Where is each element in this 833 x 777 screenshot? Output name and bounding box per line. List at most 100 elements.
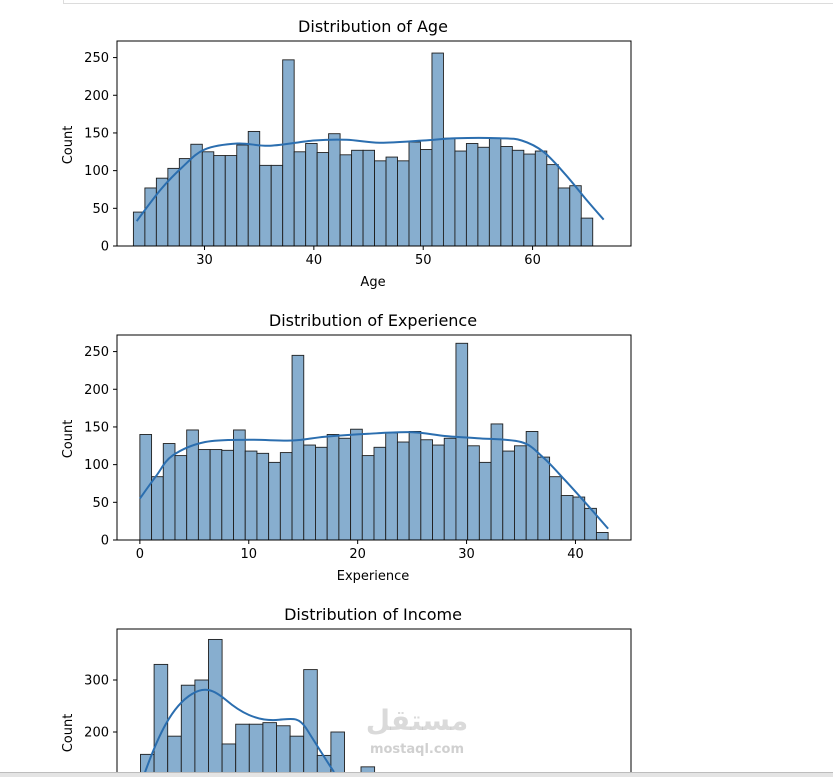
- histogram-bar: [467, 445, 480, 541]
- histogram-bar: [305, 143, 318, 247]
- histogram-bar: [268, 461, 281, 541]
- x-tick-label: 30: [458, 547, 475, 562]
- histogram-bar: [546, 164, 559, 247]
- histogram-bar: [276, 725, 291, 776]
- histogram-bar: [595, 532, 609, 541]
- histogram-bar: [420, 439, 433, 541]
- histogram-bar: [549, 476, 562, 541]
- histogram-bar: [465, 143, 479, 247]
- histogram-bar: [139, 434, 153, 541]
- y-tick-label: 150: [84, 420, 109, 435]
- income-y-axis-label: Count: [61, 714, 76, 753]
- histogram-bar: [303, 444, 316, 541]
- x-tick-label: 20: [349, 547, 366, 562]
- histogram-bar: [580, 217, 594, 247]
- histogram-bar: [233, 429, 246, 541]
- histogram-bar: [373, 446, 387, 541]
- histogram-bar: [502, 450, 515, 541]
- mostaql-watermark: مستقل mostaql.com: [362, 704, 472, 762]
- histogram-bar: [270, 164, 284, 247]
- histogram-bar: [328, 133, 341, 247]
- histogram-bar: [488, 137, 502, 247]
- x-tick-label: 40: [306, 253, 323, 268]
- x-tick-label: 60: [524, 253, 541, 268]
- histogram-bar: [174, 455, 188, 541]
- y-tick-label: 0: [101, 534, 109, 549]
- histogram-bar: [360, 766, 376, 776]
- histogram-bar: [326, 434, 340, 541]
- histogram-bar: [289, 735, 305, 776]
- histogram-bar: [500, 146, 513, 247]
- histogram-bar: [236, 144, 249, 247]
- histogram-bar: [339, 154, 353, 247]
- plot-frame: [116, 334, 632, 541]
- histogram-bar: [572, 496, 586, 541]
- histogram-bar: [153, 663, 169, 776]
- histogram-bar: [259, 164, 272, 247]
- histogram-bar: [442, 137, 456, 247]
- plot-frame: [116, 628, 632, 776]
- histogram-bar: [221, 449, 234, 541]
- x-tick-label: 10: [240, 547, 257, 562]
- histogram-bar: [208, 638, 223, 776]
- histogram-bar: [569, 185, 582, 247]
- experience-chart-title: Distribution of Experience: [269, 311, 477, 330]
- histogram-bar: [537, 456, 551, 541]
- x-tick-label: 30: [196, 253, 213, 268]
- histogram-bar: [190, 143, 203, 247]
- histogram-bar: [557, 187, 571, 247]
- histogram-bar: [560, 495, 574, 541]
- experience-histogram-plot: 0 10 20 30 40 0 50 100 150 200 250: [84, 334, 632, 562]
- y-tick-label: 150: [84, 126, 109, 141]
- histogram-bar: [180, 684, 196, 776]
- histogram-bar: [244, 450, 258, 541]
- histogram-bar: [213, 155, 226, 247]
- histogram-bar: [248, 723, 264, 776]
- histogram-bar: [361, 455, 375, 541]
- histogram-bar: [362, 149, 375, 247]
- histogram-bar: [396, 441, 410, 541]
- y-tick-label: 100: [84, 164, 109, 179]
- income-chart-title: Distribution of Income: [284, 605, 462, 624]
- histogram-bar: [431, 52, 444, 247]
- histogram-bar: [282, 59, 295, 247]
- income-histogram-plot: 200 300: [84, 628, 632, 776]
- age-x-axis-label: Age: [360, 275, 385, 290]
- histogram-bar: [478, 461, 492, 541]
- bottom-edge: [0, 772, 833, 777]
- histogram-bar: [224, 155, 238, 247]
- histogram-bar: [197, 449, 211, 541]
- y-tick-label: 250: [84, 345, 109, 360]
- histogram-bar: [178, 158, 192, 247]
- y-tick-label: 0: [101, 240, 109, 255]
- histogram-bar: [279, 452, 293, 541]
- histogram-bar: [523, 153, 536, 247]
- histogram-bar: [443, 437, 457, 541]
- y-tick-label: 100: [84, 458, 109, 473]
- histogram-bar: [235, 723, 250, 776]
- y-tick-label: 200: [84, 726, 109, 741]
- histogram-bar: [374, 160, 387, 247]
- x-tick-label: 40: [567, 547, 584, 562]
- y-tick-label: 250: [84, 51, 109, 66]
- histogram-bar: [490, 423, 504, 541]
- kde-curve: [135, 136, 605, 222]
- y-tick-label: 300: [84, 674, 109, 689]
- histogram-bar: [454, 150, 467, 247]
- histogram-bar: [514, 445, 527, 541]
- y-tick-label: 200: [84, 383, 109, 398]
- histogram-bar: [408, 431, 422, 541]
- histogram-bar: [350, 428, 363, 541]
- histogram-bar: [534, 150, 548, 247]
- histogram-bar: [201, 151, 215, 247]
- histogram-bar: [291, 354, 305, 541]
- plot-frame: [116, 40, 632, 247]
- watermark-latin-text: mostaql.com: [369, 742, 465, 757]
- histogram-bar: [408, 141, 421, 247]
- histogram-bar: [338, 437, 352, 541]
- kde-curve: [142, 688, 335, 776]
- histogram-bar: [209, 449, 223, 541]
- histogram-bar: [477, 146, 490, 247]
- histogram-bar: [293, 151, 307, 247]
